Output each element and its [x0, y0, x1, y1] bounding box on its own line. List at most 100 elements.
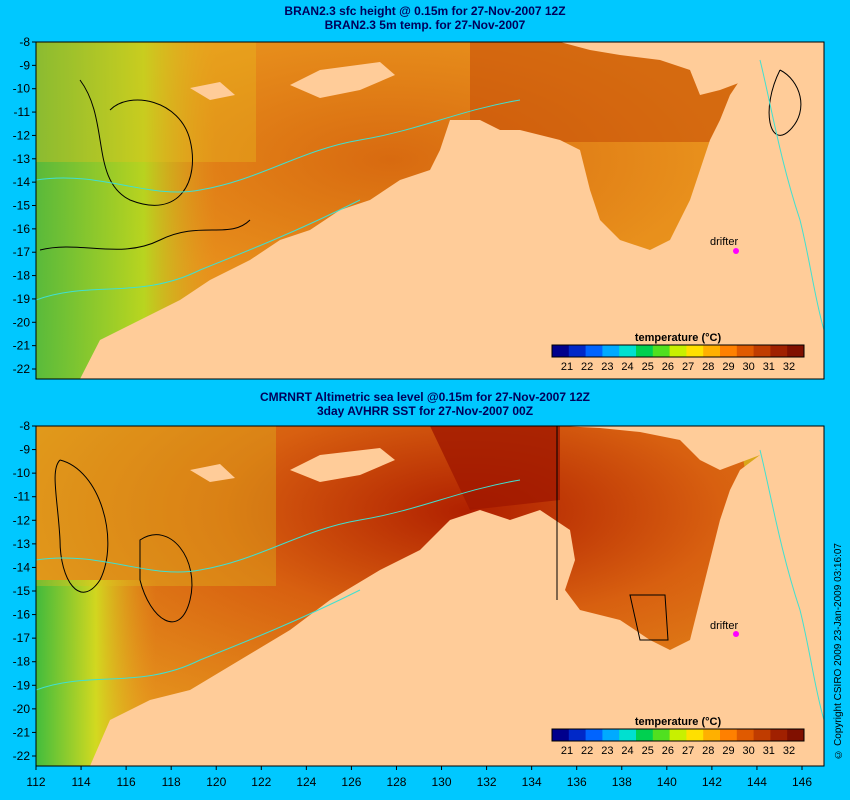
y-tick-label: -10 [13, 82, 31, 96]
map-frame [35, 41, 825, 380]
land-sumba [190, 464, 235, 482]
colorbar-swatch [770, 345, 788, 357]
colorbar-tick-label: 32 [783, 361, 795, 373]
colorbar-frame [551, 344, 805, 358]
colorbar-swatch [753, 345, 771, 357]
colorbar-tick-label: 22 [581, 361, 593, 373]
panel2-title-line2: 3day AVHRR SST for 27-Nov-2007 00Z [316, 404, 534, 418]
colorbar-tick-label: 24 [621, 745, 633, 757]
panel1-title-line1: BRAN2.3 sfc height @ 0.15m for 27-Nov-20… [284, 4, 566, 18]
y-tick-label: -14 [13, 175, 31, 189]
x-tick-label: 130 [432, 775, 452, 789]
contour-line-1 [79, 79, 193, 206]
colorbar-swatch [787, 345, 805, 357]
y-tick-label: -13 [13, 537, 31, 551]
colorbar-tick-label: 27 [682, 361, 694, 373]
y-tick-label: -8 [19, 35, 30, 49]
colorbar-swatch [636, 345, 654, 357]
colorbar-title: temperature (°C) [635, 716, 722, 728]
colorbar: temperature (°C) 21 22 23 24 25 26 27 28 29 30 31 32 [551, 716, 805, 757]
bathymetry-contour-2 [36, 589, 361, 691]
land-timor [290, 62, 395, 98]
y-tick-label: -11 [14, 490, 31, 504]
colorbar-tick-label: 31 [763, 361, 775, 373]
x-tick-label: 128 [386, 775, 406, 789]
y-tick-label: -19 [13, 678, 31, 692]
colorbar-tick-label: 21 [561, 361, 573, 373]
colorbar-swatch [652, 729, 671, 741]
colorbar-swatch [787, 729, 805, 741]
y-tick-label: -9 [19, 443, 30, 457]
drifter-marker: drifter [710, 620, 739, 637]
colorbar-tick-label: 29 [722, 745, 734, 757]
panel1-title-line2: BRAN2.3 5m temp. for 27-Nov-2007 [324, 18, 526, 32]
colorbar-tick-label: 31 [763, 745, 775, 757]
colorbar-tick-label: 32 [783, 745, 795, 757]
hot-region [430, 426, 560, 510]
y-tick-label: -15 [13, 584, 31, 598]
colorbar-swatch [753, 729, 771, 741]
bathymetry-contour-2 [36, 199, 361, 301]
contour-line-1 [54, 459, 109, 593]
colorbar-tick-label: 25 [642, 361, 654, 373]
y-tick-label: -22 [13, 749, 31, 763]
colorbar-swatch [552, 729, 570, 741]
x-tick-label: 136 [567, 775, 587, 789]
colorbar-tick-label: 21 [561, 745, 573, 757]
panel2-title-line1: CMRNRT Altimetric sea level @0.15m for 2… [259, 390, 591, 404]
y-tick-label: -20 [13, 702, 31, 716]
colorbar-tick-label: 22 [581, 745, 593, 757]
y-tick-label: -13 [13, 152, 31, 166]
y-axis-ticks: -8 -9 -10 -11 -12 -13 -14 -15 -16 -17 -18 -19 -20 -21… [13, 35, 36, 376]
colorbar-tick-label: 26 [662, 361, 674, 373]
land-timor [290, 448, 395, 482]
colorbar-swatch [720, 345, 738, 357]
y-tick-label: -18 [13, 269, 31, 283]
colorbar-tick-label: 29 [722, 361, 734, 373]
y-tick-label: -19 [13, 292, 31, 306]
contour-line-3 [629, 594, 669, 641]
copyright-notice: © Copyright CSIRO 2009 23-Jan-2009 03:16… [833, 543, 844, 760]
y-tick-label: -16 [13, 608, 31, 622]
x-tick-label: 140 [657, 775, 677, 789]
map-frame [35, 425, 825, 767]
x-tick-label: 120 [206, 775, 226, 789]
drifter-label: drifter [710, 236, 738, 248]
x-axis-ticks: 112 114 116 118 120 122 124 126 128 130 132 134 136 1… [26, 766, 812, 789]
y-tick-label: -21 [13, 339, 31, 353]
warm-yellow-region [36, 42, 256, 162]
y-tick-label: -20 [13, 315, 31, 329]
y-tick-label: -16 [13, 222, 31, 236]
bathymetry-contour-3 [759, 449, 824, 721]
y-tick-label: -9 [19, 58, 30, 72]
x-tick-label: 118 [162, 775, 181, 789]
colorbar-swatch [552, 345, 570, 357]
land-australia [36, 430, 824, 766]
x-tick-label: 146 [792, 775, 812, 789]
colorbar-tick-label: 23 [601, 361, 613, 373]
y-tick-label: -21 [13, 725, 31, 739]
y-tick-label: -12 [13, 513, 31, 527]
y-tick-label: -8 [19, 419, 30, 433]
colorbar-title: temperature (°C) [635, 332, 722, 344]
x-tick-label: 144 [747, 775, 767, 789]
y-tick-label: -12 [13, 128, 31, 142]
y-tick-label: -11 [14, 105, 31, 119]
y-tick-label: -22 [13, 362, 31, 376]
x-tick-label: 132 [477, 775, 497, 789]
colorbar-tick-label: 28 [702, 361, 714, 373]
colorbar-tick-label: 24 [621, 361, 633, 373]
colorbar-swatch [770, 729, 788, 741]
y-axis-ticks: -8 -9 -10 -11 -12 -13 -14 -15 -16 -17 -18 -19 -20 -21… [13, 419, 36, 763]
x-tick-label: 138 [612, 775, 632, 789]
colorbar-tick-label: 27 [682, 745, 694, 757]
colorbar-swatch [686, 729, 704, 741]
colorbar-tick-label: 28 [702, 745, 714, 757]
colorbar-swatch [602, 729, 620, 741]
drifter-marker: drifter [710, 236, 739, 254]
warm-yellow-region [36, 426, 276, 586]
x-tick-label: 142 [702, 775, 722, 789]
x-tick-label: 116 [117, 775, 136, 789]
colorbar-swatch [568, 345, 587, 357]
